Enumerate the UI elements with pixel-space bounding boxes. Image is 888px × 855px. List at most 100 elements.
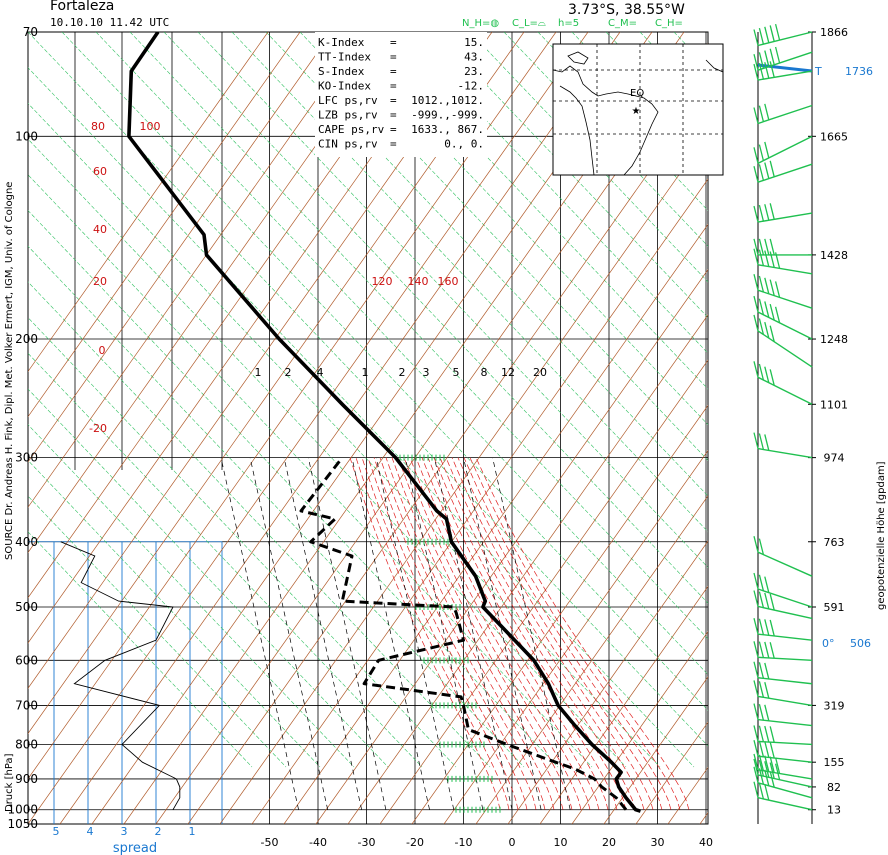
wind-barb-staff: [757, 70, 813, 81]
moist-adiabat: [451, 457, 654, 810]
wind-barb-feather: [774, 23, 781, 41]
temperature-tick-label: 20: [602, 836, 616, 849]
wind-barb-feather: [764, 434, 770, 451]
wind-barb-feather: [758, 105, 765, 122]
cloud-legend-ch: C_H=: [655, 18, 683, 29]
pressure-tick-label: 300: [15, 451, 38, 465]
pressure-tick-label: 700: [15, 698, 38, 712]
index-equals: =: [390, 80, 397, 93]
wind-barb-feather: [769, 741, 775, 759]
pressure-tick-label: 800: [15, 737, 38, 751]
wind-barb-feather: [774, 306, 781, 323]
index-value: 1012.,1012.: [411, 94, 484, 107]
temperature-tick-label: 0: [509, 836, 516, 849]
moist-adiabat: [373, 457, 537, 810]
wind-barb-staff: [757, 605, 813, 620]
moist-adiabat: [391, 457, 564, 810]
freezing-level-label: 0°: [822, 637, 835, 650]
dry-adiabat: [379, 359, 708, 824]
mixing-ratio-line: [283, 457, 362, 810]
wind-barb: [753, 641, 813, 662]
moist-adiabat: [469, 457, 681, 810]
adiabat-label: 0: [99, 344, 106, 357]
wind-barb-feather: [758, 275, 765, 293]
dry-adiabat: [28, 32, 365, 508]
tropopause-height: 1736: [845, 65, 873, 78]
wind-barb-feather: [764, 592, 770, 610]
wind-barb-staff: [757, 311, 813, 340]
dry-adiabat: [28, 32, 461, 644]
temperature-tick-label: -10: [455, 836, 473, 849]
wind-barb-feather: [753, 166, 759, 183]
skewed-isotherm: [28, 317, 457, 768]
wind-barb-staff: [757, 695, 813, 707]
dry-adiabat: [571, 631, 708, 824]
mixing-ratio-label: 1: [362, 366, 369, 379]
adiabat-label: 140: [408, 275, 429, 288]
moist-adiabat: [433, 457, 627, 810]
wind-barb: [753, 103, 813, 125]
moist-adiabat: [475, 457, 690, 810]
spread-tick-label: 1: [189, 825, 196, 838]
wind-barb-feather: [769, 762, 775, 779]
wind-barb: [753, 274, 813, 309]
wind-barb-feather: [764, 783, 770, 801]
dry-adiabat: [411, 404, 708, 824]
wind-barb-staff: [757, 212, 813, 223]
wind-barb-feather: [758, 740, 765, 757]
wind-barb: [753, 725, 813, 746]
wind-barb: [753, 740, 813, 763]
index-label: TT-Index: [318, 51, 371, 64]
mixing-ratio-line: [463, 457, 542, 810]
station-name: Fortaleza: [50, 0, 114, 14]
wind-barb-feather: [758, 144, 765, 161]
tropopause-marker: [757, 63, 813, 73]
moist-adiabat: [445, 457, 645, 810]
index-label: KO-Index: [318, 80, 371, 93]
wind-barb-feather: [753, 29, 759, 46]
wind-barb-feather: [758, 363, 765, 381]
wind-barb-feather: [769, 251, 775, 268]
wind-barb: [753, 753, 813, 780]
indices-box: K-Index = 15. TT-Index = 43. S-Index = 23. KO-Ind…: [315, 32, 487, 157]
wind-barb: [753, 295, 813, 340]
wind-barb-feather: [753, 725, 759, 742]
mixing-ratio-label: 2: [285, 366, 292, 379]
wind-barb-feather: [764, 277, 770, 294]
wind-barb: [753, 361, 813, 405]
wind-barb-feather: [753, 274, 759, 291]
cloud-legend-cm: C_M=: [608, 18, 637, 29]
wind-barb-feather: [764, 62, 770, 79]
wind-barb-feather: [764, 204, 770, 221]
wind-barb-feather: [753, 238, 759, 256]
wind-barb-staff: [757, 588, 813, 608]
wind-barb: [753, 238, 812, 256]
index-label: LZB ps,rv: [318, 109, 378, 122]
wind-barb-feather: [764, 141, 770, 159]
wind-barb-feather: [764, 725, 770, 743]
mixing-ratio-label: 2: [399, 366, 406, 379]
cloud-legend-cl: C_L=⌓: [512, 18, 546, 29]
wind-barb-feather: [753, 572, 759, 590]
index-equals: =: [390, 65, 397, 78]
wind-barb-feather: [758, 164, 765, 181]
skewed-isotherm: [28, 67, 695, 768]
skewed-isotherm: [28, 388, 389, 768]
index-value: 0., 0.: [444, 138, 484, 151]
adiabat-label: 20: [93, 275, 107, 288]
pressure-tick-label: 70: [23, 25, 38, 39]
moist-adiabat: [355, 457, 510, 810]
pressure-tick-label: 200: [15, 332, 38, 346]
moist-adiabat: [427, 457, 618, 810]
dry-adiabat: [539, 585, 708, 824]
wind-barb-staff: [757, 769, 813, 780]
wind-barb: [753, 617, 813, 641]
wind-barb-feather: [769, 325, 775, 342]
index-label: K-Index: [318, 36, 365, 49]
wind-barb-feather: [764, 741, 770, 758]
mixing-ratio-label: 3: [423, 366, 430, 379]
skewed-isotherm: [844, 32, 888, 767]
moist-adiabat: [349, 457, 501, 810]
dry-adiabat: [28, 32, 429, 599]
wind-barb-feather: [774, 763, 781, 780]
